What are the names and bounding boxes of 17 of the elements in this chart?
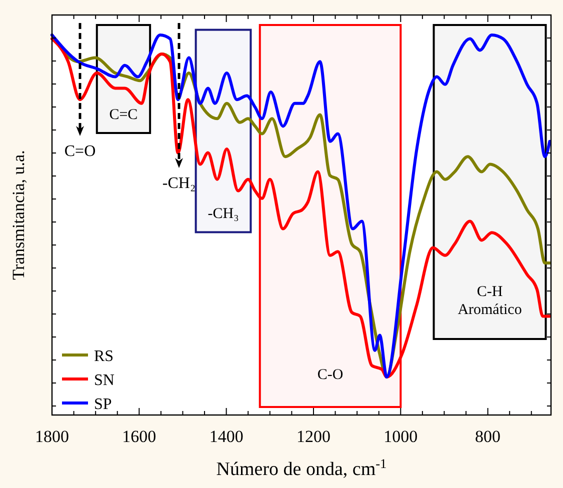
legend-label: SP (94, 396, 112, 413)
x-tick-label: 1800 (35, 427, 69, 446)
band-label: C-H Aromático (458, 284, 522, 318)
annotation: C=O (64, 143, 96, 160)
legend-label: SN (94, 372, 115, 389)
x-tick-label: 1400 (209, 427, 244, 446)
y-axis-title: Transmitancia, u.a. (9, 150, 28, 280)
band-label: C-O (317, 367, 344, 383)
band-label: C=C (109, 107, 138, 123)
annotation: -CH₂ (162, 175, 196, 192)
legend-label: RS (94, 348, 114, 365)
x-axis-title: Número de onda, cm$^{-1}$ (216, 456, 387, 480)
x-tick-label: 1000 (384, 427, 418, 446)
band-label: -CH₃ (208, 206, 239, 222)
x-tick-label: 1200 (296, 427, 330, 446)
x-tick-label: 1600 (122, 427, 156, 446)
x-tick-label: 800 (475, 427, 501, 446)
